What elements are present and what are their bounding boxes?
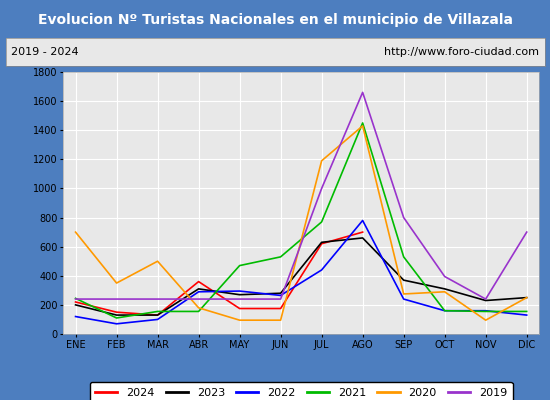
Text: 2019 - 2024: 2019 - 2024 (11, 47, 79, 57)
Text: http://www.foro-ciudad.com: http://www.foro-ciudad.com (384, 47, 539, 57)
Text: Evolucion Nº Turistas Nacionales en el municipio de Villazala: Evolucion Nº Turistas Nacionales en el m… (37, 13, 513, 27)
Legend: 2024, 2023, 2022, 2021, 2020, 2019: 2024, 2023, 2022, 2021, 2020, 2019 (90, 382, 513, 400)
